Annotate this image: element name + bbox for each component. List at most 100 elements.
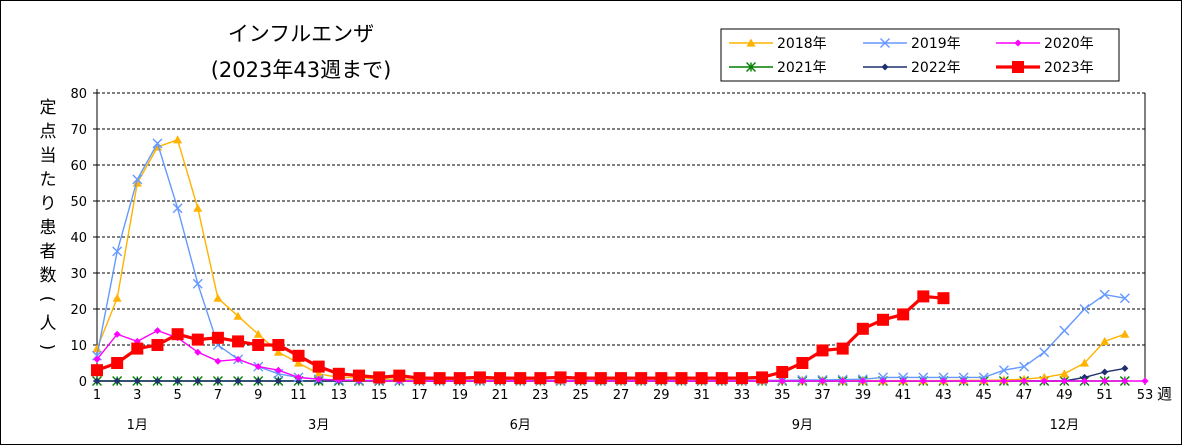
data-point [93,377,101,385]
data-point [1012,61,1024,73]
data-point [295,373,303,381]
data-point [919,377,927,385]
x-tick-label: 53 [1137,388,1154,403]
data-point [111,357,124,369]
data-point [746,38,756,47]
legend-label: 2022年 [911,60,961,76]
x-tick-label: 51 [1096,388,1113,403]
data-point [776,366,789,378]
data-point [839,377,847,385]
data-point [314,369,324,378]
data-point [214,377,222,385]
data-point [315,375,323,383]
data-point [253,329,263,338]
x-tick-label: 3 [133,388,141,403]
y-axis-label-char: 人 [40,314,57,334]
data-point [131,342,144,355]
data-point [152,138,163,149]
legend-item: 2023年 [996,60,1094,76]
data-point [153,377,161,385]
month-label: 6月 [510,418,531,433]
data-point [234,377,242,385]
y-axis-label-char: た [40,170,57,190]
y-axis-label-char: ) [37,344,57,351]
x-tick-label: 41 [895,388,912,403]
x-tick-label: 25 [572,388,589,403]
data-point [1040,377,1048,385]
y-tick-label: 0 [79,375,87,390]
x-tick-label: 7 [214,388,222,403]
x-tick-label: 19 [451,388,468,403]
month-label: 9月 [792,418,813,433]
x-tick-label: 37 [814,388,831,403]
data-point [715,372,728,385]
data-point [393,369,406,382]
y-axis-label-char: 者 [40,242,57,262]
data-point [173,135,183,144]
x-tick-label: 35 [774,388,791,403]
legend-label: 2020年 [1044,36,1094,52]
data-point [194,348,202,356]
data-point [133,377,141,385]
x-tick-label: 21 [492,388,509,403]
data-point-stroke [92,350,102,361]
data-point [132,174,143,185]
data-point [816,344,829,357]
legend-item: 2022年 [863,60,961,76]
data-point [514,372,527,385]
data-point [112,246,123,257]
data-point [1059,369,1069,378]
data-point [897,308,910,321]
data-point [1099,289,1110,300]
data-point [274,366,282,374]
data-point-stroke [1059,325,1070,336]
data-point [937,292,950,305]
data-point [1081,373,1089,381]
data-point [1020,377,1028,385]
data-point [112,293,122,302]
data-point [1121,364,1129,372]
month-label: 12月 [1050,418,1080,433]
y-tick-label: 10 [70,339,87,354]
data-point [1060,377,1068,385]
data-point [353,369,365,382]
y-tick-label: 60 [70,159,87,174]
data-point [836,342,849,355]
month-label: 1月 [127,418,148,433]
legend-label: 2021年 [777,60,827,76]
x-tick-label: 9 [254,388,262,403]
chart-subtitle: (2023年43週まで) [211,58,392,82]
x-tick-label: 43 [935,388,952,403]
data-point [192,278,203,289]
data-point-stroke [880,38,890,48]
data-point [494,372,507,385]
y-axis-label-char: り [40,194,57,214]
x-tick-label: 23 [532,388,549,403]
data-point-stroke [1119,293,1130,304]
data-point [819,377,827,385]
data-point [153,327,161,335]
data-point [1120,329,1130,338]
data-point [132,178,142,187]
data-point [1080,358,1090,367]
legend-item: 2021年 [729,60,827,76]
data-point [272,339,285,351]
y-tick-label: 30 [70,267,87,282]
data-point [880,38,890,48]
data-point [172,203,183,214]
data-point [232,335,245,348]
x-tick-label: 29 [653,388,670,403]
x-tick-label: 1 [93,388,101,403]
legend-item: 2020年 [996,36,1094,52]
data-point [1141,377,1149,385]
data-point [1119,293,1130,304]
series-2018年 [92,135,1130,385]
y-axis-label-char: 点 [40,122,57,142]
legend-label: 2019年 [911,36,961,52]
grid-lines [97,92,1145,346]
y-axis-label-char: 定 [40,98,57,118]
data-point [193,203,203,212]
data-point-stroke [172,203,183,214]
legend-label: 2023年 [1044,60,1094,76]
data-point-stroke [1099,289,1110,300]
